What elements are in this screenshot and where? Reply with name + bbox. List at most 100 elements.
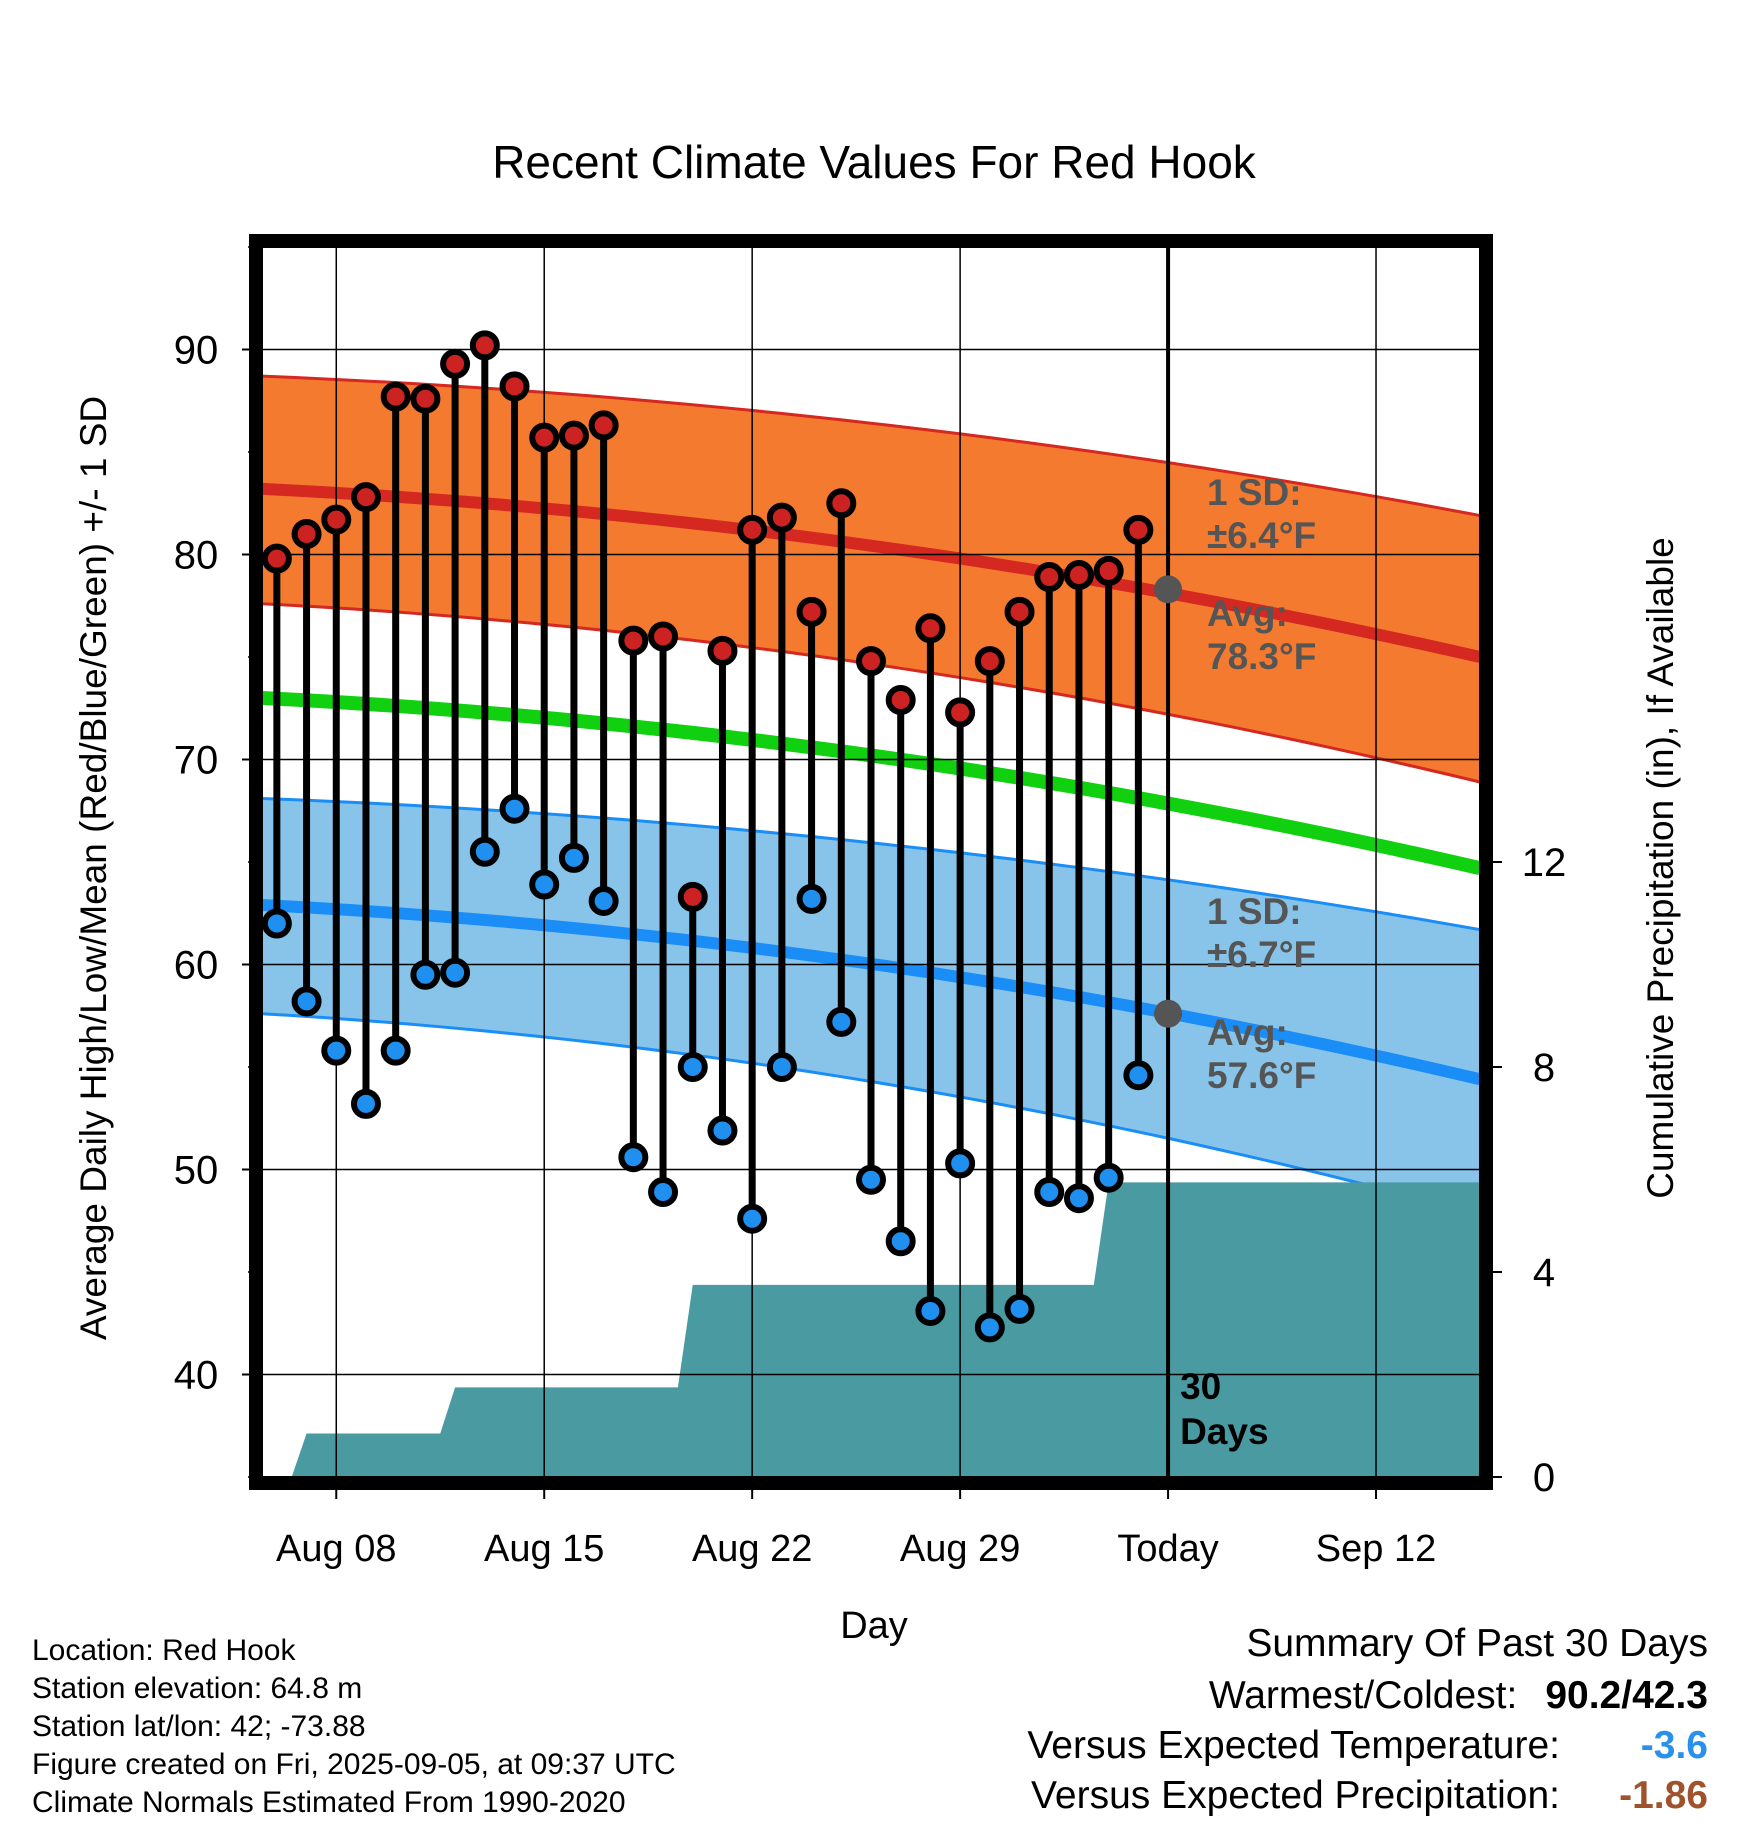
today-precip-label: 30 Days bbox=[1180, 1366, 1268, 1452]
daily-high-point bbox=[1123, 514, 1154, 545]
y-left-tick-label: 80 bbox=[174, 534, 219, 578]
daily-low-point bbox=[826, 1006, 857, 1037]
daily-high-point bbox=[974, 646, 1005, 677]
daily-low-point bbox=[677, 1052, 708, 1082]
daily-low-point bbox=[974, 1312, 1005, 1343]
daily-low-point bbox=[707, 1115, 738, 1146]
precip-label: Versus Expected Precipitation: bbox=[1031, 1774, 1560, 1817]
daily-high-point bbox=[440, 348, 471, 379]
daily-low-point bbox=[558, 842, 589, 873]
daily-high-point bbox=[1063, 560, 1094, 590]
daily-low-point bbox=[321, 1035, 352, 1066]
daily-low-point bbox=[588, 885, 619, 916]
daily-low-point bbox=[766, 1052, 797, 1082]
y-axis-right-label: Cumulative Precipitation (in), If Availa… bbox=[1640, 537, 1681, 1199]
daily-high-point bbox=[350, 482, 381, 513]
daily-high-point bbox=[558, 420, 589, 451]
daily-high-point bbox=[291, 519, 322, 549]
daily-low-point bbox=[499, 793, 530, 824]
low-sd-label: 1 SD: bbox=[1207, 891, 1302, 932]
warmest-coldest-label: Warmest/Coldest: bbox=[1208, 1674, 1518, 1717]
daily-high-point bbox=[499, 371, 530, 402]
low-avg-value: 57.6°F bbox=[1207, 1055, 1316, 1096]
daily-high-point bbox=[262, 543, 292, 574]
daily-high-point bbox=[737, 514, 768, 545]
daily-high-point bbox=[796, 596, 827, 627]
daily-low-point bbox=[350, 1088, 381, 1119]
daily-high-point bbox=[1004, 596, 1035, 627]
summary-temperature: Versus Expected Temperature: -3.6 bbox=[1027, 1724, 1708, 1768]
daily-high-point bbox=[766, 502, 797, 533]
plot-inner: 30 Days bbox=[262, 247, 1480, 1477]
today-high-average-point bbox=[1154, 575, 1183, 604]
temp-value: -3.6 bbox=[1640, 1724, 1708, 1767]
high-sd-label: 1 SD: bbox=[1207, 472, 1302, 513]
daily-high-point bbox=[1093, 555, 1124, 586]
daily-low-point bbox=[1093, 1162, 1124, 1193]
daily-high-point bbox=[380, 381, 411, 412]
daily-low-point bbox=[1063, 1183, 1094, 1214]
daily-low-point bbox=[796, 883, 827, 914]
high-avg-label: Avg: bbox=[1207, 593, 1288, 634]
x-axis-label: Day bbox=[840, 1605, 908, 1647]
high-sd-value: ±6.4°F bbox=[1207, 515, 1316, 556]
daily-low-point bbox=[945, 1148, 976, 1179]
daily-low-point bbox=[915, 1295, 946, 1326]
y-right-tick-label: 4 bbox=[1533, 1251, 1555, 1295]
x-tick-label: Aug 15 bbox=[484, 1528, 604, 1570]
location-text: Location: Red Hook bbox=[32, 1634, 296, 1667]
temp-label: Versus Expected Temperature: bbox=[1027, 1724, 1560, 1767]
latlon-text: Station lat/lon: 42; -73.88 bbox=[32, 1710, 366, 1743]
elevation-text: Station elevation: 64.8 m bbox=[32, 1672, 363, 1705]
daily-low-point bbox=[1034, 1177, 1065, 1208]
daily-low-point bbox=[856, 1164, 886, 1195]
daily-low-point bbox=[737, 1203, 768, 1234]
daily-high-point bbox=[1034, 562, 1065, 593]
daily-high-point bbox=[915, 613, 946, 644]
daily-low-point bbox=[1123, 1060, 1154, 1091]
summary-warmest-coldest: Warmest/Coldest: 90.2/42.3 bbox=[1209, 1674, 1708, 1718]
chart-title: Recent Climate Values For Red Hook bbox=[492, 136, 1257, 188]
precipitation-area bbox=[262, 1182, 1480, 1477]
daily-high-point bbox=[529, 422, 560, 453]
daily-high-point bbox=[410, 383, 441, 414]
daily-low-point bbox=[618, 1142, 649, 1173]
low-normal-annotation: 1 SD: ±6.7°F Avg: 57.6°F bbox=[1207, 891, 1316, 1096]
x-tick-label: Aug 29 bbox=[900, 1528, 1020, 1570]
daily-high-point bbox=[648, 621, 679, 652]
y-right-tick-label: 0 bbox=[1533, 1456, 1555, 1500]
y-left-tick-label: 40 bbox=[174, 1354, 219, 1398]
daily-low-point bbox=[380, 1035, 411, 1066]
created-text: Figure created on Fri, 2025-09-05, at 09… bbox=[32, 1748, 676, 1781]
y-right-tick-label: 12 bbox=[1522, 841, 1567, 885]
daily-high-point bbox=[707, 635, 738, 666]
summary-title: Summary Of Past 30 Days bbox=[1246, 1622, 1708, 1665]
today-precip-label-line: 30 bbox=[1180, 1366, 1221, 1407]
daily-low-point bbox=[1004, 1293, 1035, 1324]
high-average-line bbox=[262, 482, 1480, 663]
plot-area: 30 Days 40 50 60 70 80 90 0 4 8 12 Aug 08 Aug 15 Aug 2… bbox=[174, 234, 1567, 1570]
precip-value: -1.86 bbox=[1619, 1774, 1708, 1817]
x-tick-label: Aug 22 bbox=[692, 1528, 812, 1570]
daily-high-point bbox=[945, 697, 976, 728]
daily-low-point bbox=[885, 1226, 916, 1257]
daily-high-point bbox=[618, 625, 649, 656]
high-avg-value: 78.3°F bbox=[1207, 636, 1316, 677]
y-left-tick-label: 70 bbox=[174, 739, 219, 783]
warmest-coldest-value: 90.2/42.3 bbox=[1545, 1674, 1708, 1717]
y-axis-left-label: Average Daily High/Low/Mean (Red/Blue/Gr… bbox=[73, 396, 114, 1340]
y-right-tick-label: 8 bbox=[1533, 1046, 1555, 1090]
high-sd-band bbox=[262, 376, 1480, 783]
normals-text: Climate Normals Estimated From 1990-2020 bbox=[32, 1786, 626, 1819]
high-sd-band-upper-edge bbox=[262, 374, 1480, 518]
y-left-tick-label: 50 bbox=[174, 1149, 219, 1193]
station-info: Location: Red Hook Station elevation: 64… bbox=[32, 1632, 676, 1822]
y-left-tick-label: 60 bbox=[174, 944, 219, 988]
x-tick-label: Aug 08 bbox=[276, 1528, 396, 1570]
daily-high-point bbox=[885, 685, 916, 716]
daily-high-point bbox=[469, 330, 500, 361]
daily-high-point bbox=[826, 488, 857, 519]
low-sd-value: ±6.7°F bbox=[1207, 934, 1316, 975]
daily-low-point bbox=[410, 959, 441, 990]
daily-high-point bbox=[588, 410, 619, 441]
